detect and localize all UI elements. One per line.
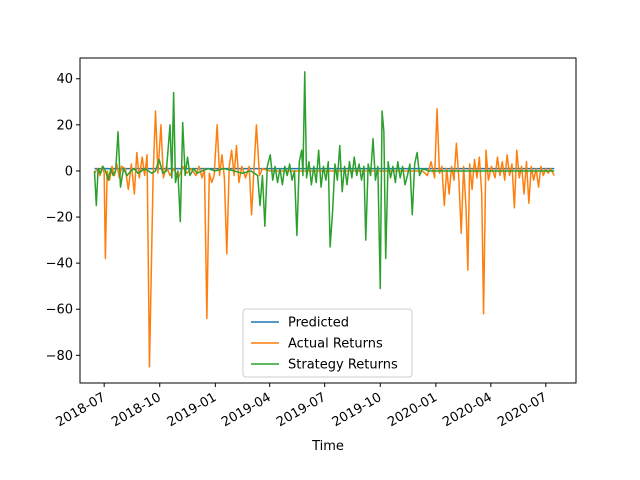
legend-label: Strategy Returns bbox=[288, 358, 398, 373]
y-tick-label: −60 bbox=[46, 303, 73, 318]
y-tick-label: −40 bbox=[46, 257, 73, 272]
y-tick-label: 40 bbox=[56, 72, 73, 87]
legend-box bbox=[242, 308, 413, 378]
series-line-strategy-returns bbox=[93, 71, 555, 290]
legend-label: Predicted bbox=[288, 316, 349, 331]
series-layer bbox=[93, 71, 555, 368]
series-line-actual-returns bbox=[93, 107, 555, 368]
y-tick-label: 0 bbox=[65, 164, 73, 179]
y-tick-label: 20 bbox=[56, 118, 73, 133]
y-tick-label: −20 bbox=[46, 211, 73, 226]
x-axis-label: Time bbox=[311, 439, 344, 454]
plot-frame bbox=[79, 57, 577, 384]
legend-label: Actual Returns bbox=[288, 337, 383, 352]
legend: Predicted Actual Returns Strategy Returns bbox=[242, 308, 413, 378]
y-axis: 40 20 0 −20 −40 −60 −80 bbox=[46, 72, 80, 364]
y-tick-label: −80 bbox=[46, 349, 73, 364]
